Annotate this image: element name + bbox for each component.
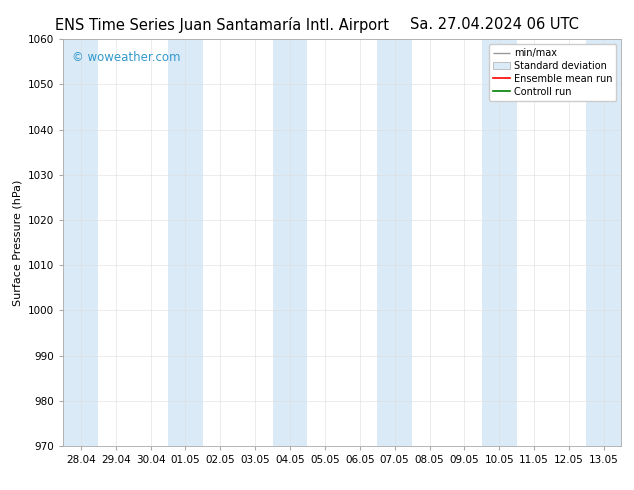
Bar bbox=[482, 39, 517, 446]
Text: Sa. 27.04.2024 06 UTC: Sa. 27.04.2024 06 UTC bbox=[410, 17, 579, 32]
Text: © woweather.com: © woweather.com bbox=[72, 51, 180, 64]
Bar bbox=[586, 39, 621, 446]
Bar bbox=[168, 39, 203, 446]
Bar bbox=[273, 39, 307, 446]
Y-axis label: Surface Pressure (hPa): Surface Pressure (hPa) bbox=[13, 179, 23, 306]
Bar bbox=[377, 39, 412, 446]
Bar bbox=[63, 39, 98, 446]
Text: ENS Time Series Juan Santamaría Intl. Airport: ENS Time Series Juan Santamaría Intl. Ai… bbox=[55, 17, 389, 33]
Legend: min/max, Standard deviation, Ensemble mean run, Controll run: min/max, Standard deviation, Ensemble me… bbox=[489, 44, 616, 100]
